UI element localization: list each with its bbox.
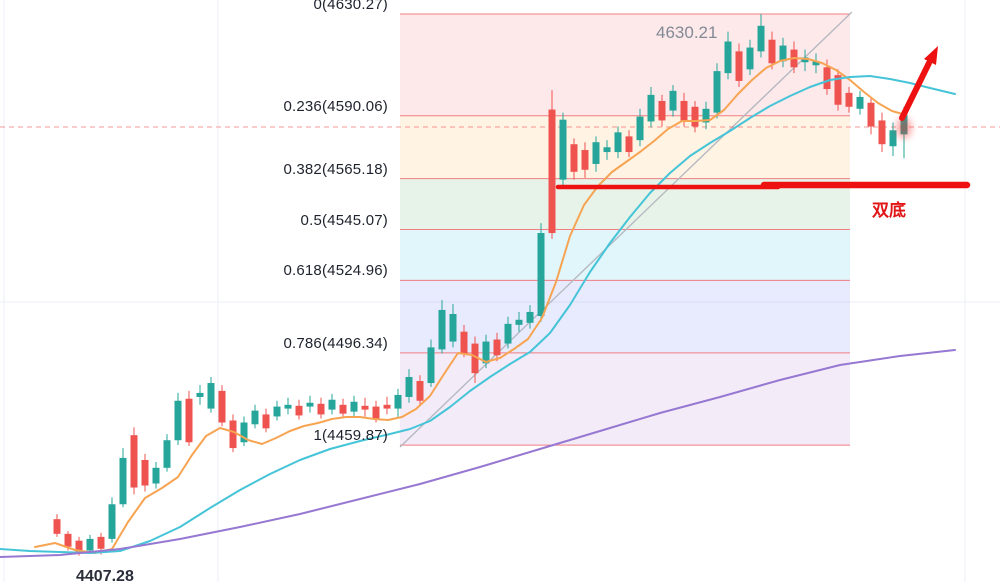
up-arrow-head: [924, 46, 938, 65]
high-price-label: 4630.21: [656, 23, 718, 42]
double-bottom-annotation: 双底: [872, 201, 906, 220]
fib-level-label: 1(4459.87): [313, 427, 388, 445]
fib-level-label: 0.236(4590.06): [283, 97, 388, 115]
fast-ma-line: [34, 57, 907, 554]
low-price-label: 4407.28: [76, 568, 134, 582]
candles: [53, 14, 908, 556]
hand-drawn-annotations: [555, 46, 971, 190]
long-ma-line: [0, 349, 956, 558]
slow-ma-line: [0, 75, 956, 554]
fib-level-label: 0(4630.27): [313, 0, 388, 13]
fib-level-label: 0.786(4496.34): [283, 334, 388, 352]
fib-level-label: 0.5(4545.07): [300, 211, 388, 229]
fib-level-label: 0.382(4565.18): [283, 160, 388, 178]
highlight-glow: [888, 108, 920, 148]
fib-level-label: 0.618(4524.96): [283, 262, 388, 280]
